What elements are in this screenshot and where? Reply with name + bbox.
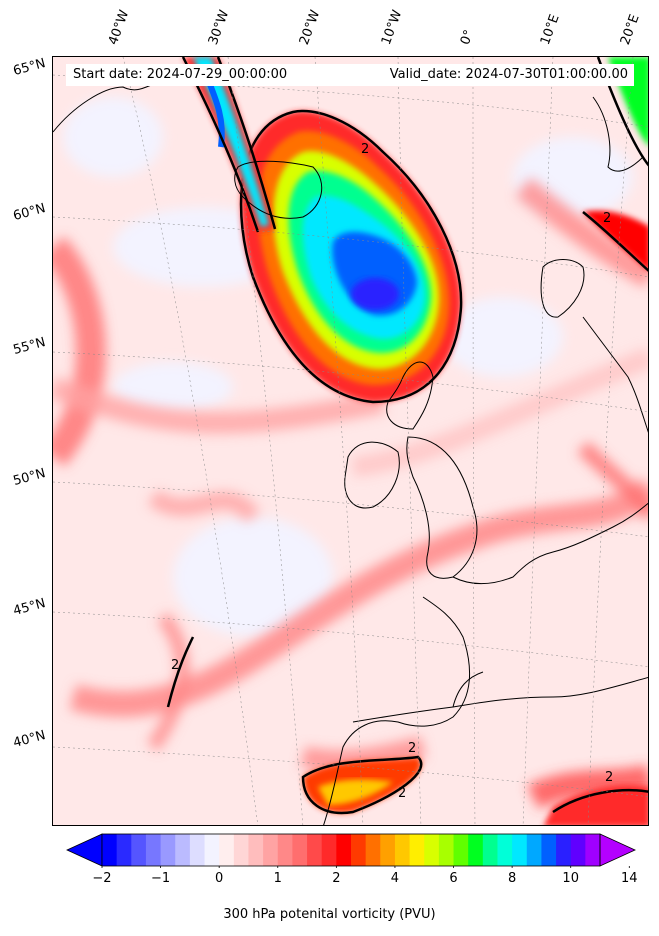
lon-label: 20°E: [617, 12, 643, 48]
contour-label: 2: [408, 741, 416, 756]
start-date-text: Start date: 2024-07-29_00:00:00: [73, 67, 288, 82]
colorbar-bin: [204, 834, 220, 866]
lat-label: 45°N: [11, 596, 48, 619]
pv-cutoff-iceland: [239, 109, 463, 404]
colorbar-outline: [101, 833, 601, 867]
map-panel: 2 2 2 2 2 2: [52, 56, 649, 826]
contour-label: 2: [603, 211, 611, 226]
lon-label: 10°E: [537, 12, 563, 48]
colorbar-bin: [189, 834, 206, 866]
contour-labels: 2 2 2 2 2 2: [171, 142, 613, 801]
pv-feature-iberia: [166, 636, 648, 825]
colorbar-tick-label: −1: [150, 871, 171, 886]
colorbar-tick-label: 1: [273, 871, 282, 886]
date-info-bar: Start date: 2024-07-29_00:00:00 Valid_da…: [66, 64, 634, 86]
high-pv-streaks: [53, 177, 648, 809]
colorbar-bin: [409, 834, 425, 866]
colorbar-bin: [438, 834, 455, 866]
colorbar-bin: [336, 834, 352, 866]
graticule: [53, 57, 648, 825]
lat-label: 55°N: [11, 335, 48, 358]
colorbar-bin: [160, 834, 176, 866]
colorbar-bin: [233, 834, 249, 866]
lon-label: 30°W: [205, 8, 233, 47]
colorbar-bin: [541, 834, 557, 866]
colorbar-bin: [248, 834, 264, 866]
lat-label: 50°N: [11, 466, 48, 489]
colorbar-tick-label: 10: [562, 871, 579, 886]
colorbar-title: 300 hPa potenital vorticity (PVU): [223, 907, 436, 922]
colorbar-tick-label: 6: [449, 871, 458, 886]
colorbar-bin: [424, 834, 440, 866]
colorbar-tick-label: 14: [621, 871, 638, 886]
contour-label: 2: [361, 142, 369, 157]
lat-label: 40°N: [11, 728, 48, 751]
lon-label: 0°: [457, 27, 478, 47]
contour-label: 2: [605, 770, 613, 785]
colorbar-bin: [175, 834, 191, 866]
colorbar: [66, 833, 636, 868]
colorbar-bin: [263, 834, 279, 866]
colorbar-bin: [585, 834, 601, 866]
lon-label: 10°W: [378, 8, 406, 47]
colorbar-tick-label: 2: [332, 871, 341, 886]
valid-date-text: Valid_date: 2024-07-30T01:00:00.00: [389, 67, 628, 82]
lon-label: 20°W: [296, 8, 324, 47]
colorbar-tick-label: 8: [507, 871, 517, 886]
colorbar-bin: [468, 834, 484, 866]
colorbar-tick-label: 0: [215, 871, 224, 886]
colorbar-bin: [351, 834, 367, 866]
colorbar-bin: [394, 834, 411, 866]
lat-label: 60°N: [11, 201, 48, 224]
lat-label: 65°N: [11, 56, 48, 79]
colorbar-bin: [556, 834, 572, 866]
colorbar-bin: [145, 834, 162, 866]
colorbar-bin: [380, 834, 396, 866]
colorbar-bin: [102, 834, 118, 866]
lon-label: 40°W: [105, 8, 133, 47]
pv-streamer-scandinavia: [582, 57, 648, 272]
colorbar-tick-label: −2: [92, 871, 112, 886]
pv-2-contour: [239, 109, 463, 404]
colorbar-bin: [512, 834, 528, 866]
colorbar-bin: [307, 834, 323, 866]
colorbar-bin: [482, 834, 498, 866]
colorbar-bin: [277, 834, 293, 866]
colorbar-extend-high: [599, 833, 636, 867]
colorbar-extend-low: [66, 833, 103, 867]
colorbar-bin: [570, 834, 586, 866]
colorbar-bin: [497, 834, 513, 866]
colorbar-bin: [365, 834, 381, 866]
colorbar-bin: [131, 834, 147, 866]
colorbar-bin: [526, 834, 542, 866]
contour-label: 2: [398, 786, 406, 801]
coastlines: [53, 80, 648, 825]
colorbar-bin: [219, 834, 235, 866]
contour-label: 2: [171, 658, 179, 673]
pv-field-map: 2 2 2 2 2 2: [53, 57, 648, 825]
colorbar-bin: [116, 834, 132, 866]
colorbar-tick-label: 4: [390, 871, 400, 886]
colorbar-bin: [292, 834, 308, 866]
colorbar-bin: [321, 834, 337, 866]
colorbar-bin: [453, 834, 469, 866]
